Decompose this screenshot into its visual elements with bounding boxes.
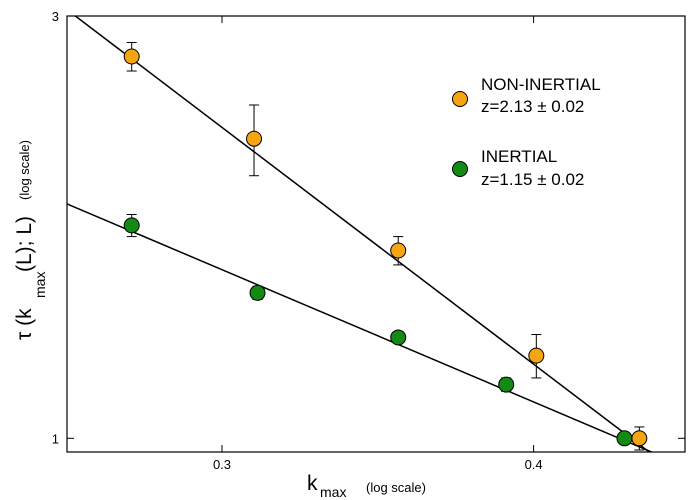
point-inertial [616, 430, 633, 447]
legend-marker-inertial [452, 161, 468, 177]
legend-label-inertial: INERTIAL [481, 147, 557, 166]
y-axis-label-prefix: τ (k [13, 308, 36, 340]
fit-line-non-inertial [74, 16, 651, 452]
point-non-inertial [246, 130, 263, 147]
point-non-inertial [390, 242, 407, 259]
point-non-inertial [123, 48, 140, 65]
point-non-inertial [631, 430, 648, 447]
legend-marker-non-inertial [452, 91, 468, 107]
x-axis-label-note: (log scale) [366, 480, 426, 495]
y-ticks: 13 [52, 9, 685, 446]
point-inertial [249, 284, 266, 301]
legend-exponent-inertial: z=1.15 ± 0.02 [481, 170, 584, 189]
y-axis-label: τ (k max (L); L) (log scale) [13, 140, 48, 340]
point-inertial [390, 329, 407, 346]
plot-frame [66, 15, 686, 453]
y-tick-label: 3 [52, 9, 59, 24]
legend: NON-INERTIAL z=2.13 ± 0.02 INERTIAL z=1.… [452, 75, 601, 189]
x-tick-label: 0.3 [213, 457, 231, 472]
x-axis-label: k max (log scale) [307, 472, 426, 500]
fit-line-inertial [67, 203, 654, 452]
x-tick-label: 0.4 [525, 457, 543, 472]
y-axis-label-suffix: (L); L) [13, 216, 36, 272]
y-axis-label-note: (log scale) [17, 140, 32, 200]
fit-lines [67, 16, 654, 452]
point-non-inertial [528, 347, 545, 364]
point-inertial [123, 217, 140, 234]
data-points [123, 48, 648, 447]
x-axis-label-sub: max [320, 484, 346, 500]
legend-label-non-inertial: NON-INERTIAL [481, 75, 601, 94]
x-ticks: 0.3 0.4 [213, 16, 543, 472]
legend-exponent-non-inertial: z=2.13 ± 0.02 [481, 97, 584, 116]
y-tick-label: 1 [52, 431, 59, 446]
y-axis-label-sub: max [32, 272, 48, 298]
x-axis-label-main: k [307, 472, 318, 495]
point-inertial [498, 376, 515, 393]
